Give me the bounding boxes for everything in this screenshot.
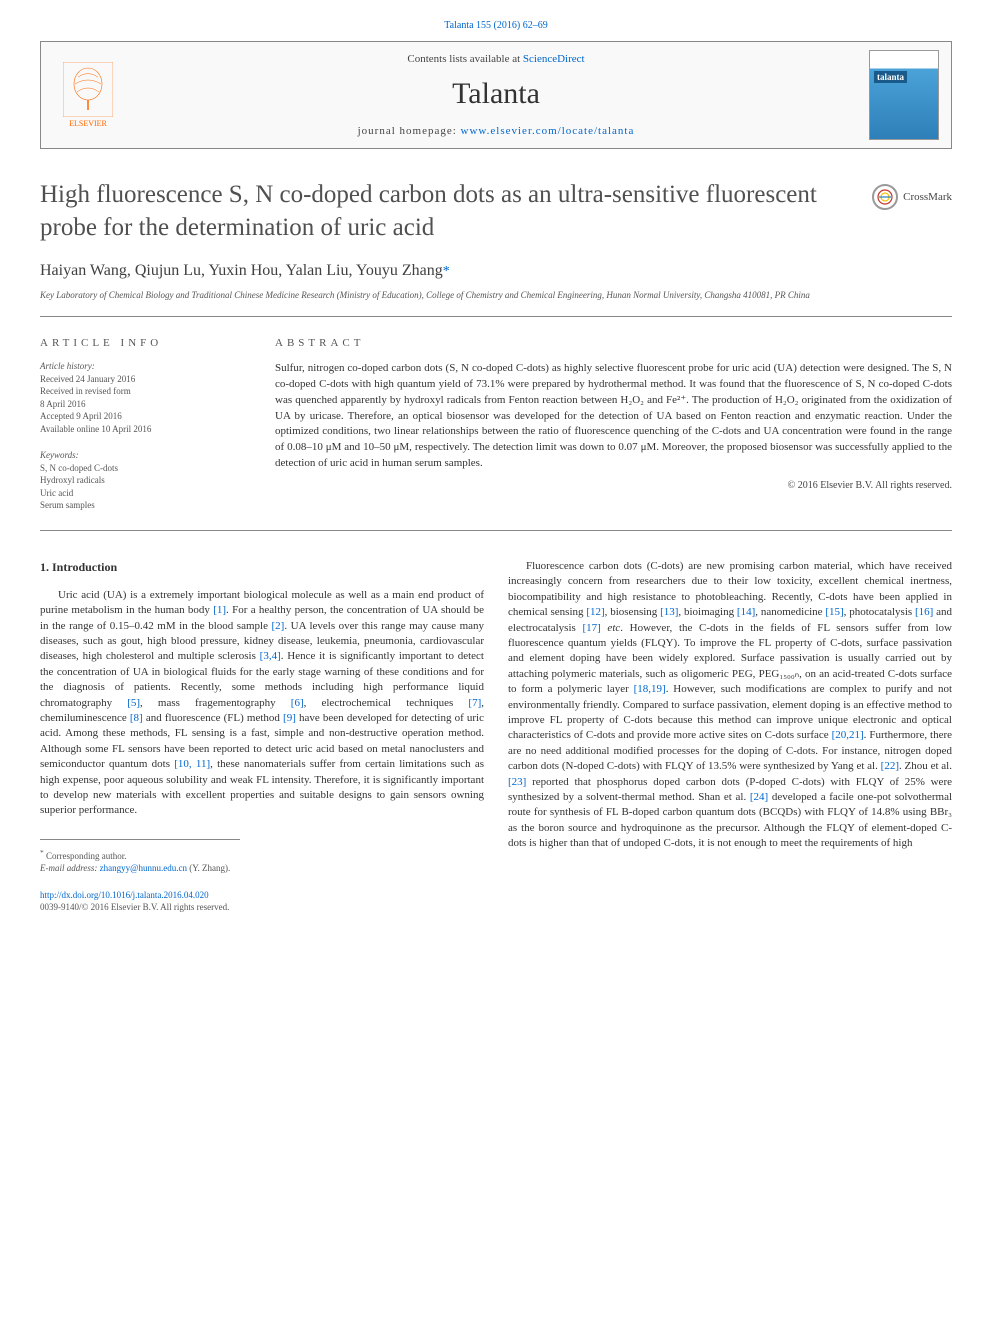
text-run: etc (601, 622, 620, 634)
reference-link[interactable]: [1] (213, 604, 226, 616)
elsevier-logo: ELSEVIER (53, 55, 123, 135)
doi-block: http://dx.doi.org/10.1016/j.talanta.2016… (40, 889, 484, 914)
elsevier-tree-icon (63, 62, 113, 117)
section-heading: 1. Introduction (40, 559, 484, 576)
left-column: 1. Introduction Uric acid (UA) is a extr… (40, 559, 484, 914)
reference-link[interactable]: [2] (272, 620, 285, 632)
doi-link[interactable]: http://dx.doi.org/10.1016/j.talanta.2016… (40, 890, 209, 900)
reference-link[interactable]: [18,19] (634, 683, 666, 695)
reference-link[interactable]: [15] (825, 606, 843, 618)
history-item: Received in revised form (40, 385, 245, 398)
reference-link[interactable]: [17] (582, 622, 600, 634)
email-suffix: (Y. Zhang). (187, 863, 230, 873)
cover-title: talanta (874, 71, 907, 83)
reference-link[interactable]: [22] (881, 760, 899, 772)
crossmark-icon (872, 184, 898, 210)
crossmark-badge[interactable]: CrossMark (872, 184, 952, 210)
email-label: E-mail address: (40, 863, 100, 873)
reference-link[interactable]: [9] (283, 712, 296, 724)
corr-author-note: * Corresponding author. (40, 848, 240, 863)
history-item: Accepted 9 April 2016 (40, 410, 245, 423)
corresponding-marker: * (443, 264, 450, 279)
article-info-block: ARTICLE INFO Article history: Received 2… (40, 337, 245, 512)
reference-link[interactable]: [13] (660, 606, 678, 618)
intro-paragraph-1: Uric acid (UA) is a extremely important … (40, 588, 484, 819)
journal-cover-thumbnail: talanta (869, 50, 939, 140)
sciencedirect-link[interactable]: ScienceDirect (523, 53, 585, 65)
contents-prefix: Contents lists available at (407, 53, 522, 65)
reference-link[interactable]: [24] (750, 791, 768, 803)
corr-label: Corresponding author. (46, 851, 127, 861)
corr-asterisk: * (40, 848, 44, 857)
keyword-item: Uric acid (40, 487, 245, 500)
homepage-prefix: journal homepage: (358, 125, 461, 137)
abstract-copyright: © 2016 Elsevier B.V. All rights reserved… (275, 480, 952, 491)
email-line: E-mail address: zhangyy@hunnu.edu.cn (Y.… (40, 862, 240, 875)
abstract-block: ABSTRACT Sulfur, nitrogen co-doped carbo… (275, 337, 952, 512)
keyword-item: Serum samples (40, 499, 245, 512)
affiliation: Key Laboratory of Chemical Biology and T… (40, 290, 952, 317)
section-title: Introduction (52, 560, 117, 574)
text-run: , electrochemical techniques (304, 697, 469, 709)
text-run: , bioimaging (678, 606, 737, 618)
text-run: , photocatalysis (844, 606, 915, 618)
homepage-link[interactable]: www.elsevier.com/locate/talanta (461, 125, 635, 137)
authors-line: Haiyan Wang, Qiujun Lu, Yuxin Hou, Yalan… (40, 262, 952, 280)
reference-link[interactable]: [23] (508, 776, 526, 788)
right-column: Fluorescence carbon dots (C-dots) are ne… (508, 559, 952, 914)
issn-copyright: 0039-9140/© 2016 Elsevier B.V. All right… (40, 901, 484, 914)
text-run: . Zhou et al. (899, 760, 952, 772)
article-info-heading: ARTICLE INFO (40, 337, 245, 349)
article-title: High fluorescence S, N co-doped carbon d… (40, 179, 952, 244)
abstract-heading: ABSTRACT (275, 337, 952, 349)
text-run: and fluorescence (FL) method (143, 712, 283, 724)
authors-text: Haiyan Wang, Qiujun Lu, Yuxin Hou, Yalan… (40, 262, 443, 279)
text-run: , nanomedicine (755, 606, 825, 618)
body-columns: 1. Introduction Uric acid (UA) is a extr… (40, 559, 952, 914)
history-label: Article history: (40, 361, 245, 371)
history-item: Available online 10 April 2016 (40, 423, 245, 436)
title-text: High fluorescence S, N co-doped carbon d… (40, 181, 817, 241)
text-run: , mass fragementography (140, 697, 291, 709)
intro-paragraph-2: Fluorescence carbon dots (C-dots) are ne… (508, 559, 952, 851)
top-citation: Talanta 155 (2016) 62–69 (40, 20, 952, 31)
text-run: , biosensing (605, 606, 660, 618)
keywords-section: Keywords: S, N co-doped C-dots Hydroxyl … (40, 450, 245, 512)
info-abstract-row: ARTICLE INFO Article history: Received 2… (40, 337, 952, 531)
header-center: Contents lists available at ScienceDirec… (123, 53, 869, 137)
journal-header: ELSEVIER Contents lists available at Sci… (40, 41, 952, 149)
keyword-item: Hydroxyl radicals (40, 474, 245, 487)
keywords-label: Keywords: (40, 450, 245, 460)
reference-link[interactable]: [20,21] (832, 729, 864, 741)
reference-link[interactable]: [16] (915, 606, 933, 618)
section-number: 1. (40, 560, 49, 574)
keyword-item: S, N co-doped C-dots (40, 462, 245, 475)
crossmark-label: CrossMark (903, 190, 952, 204)
reference-link[interactable]: [3,4] (260, 650, 281, 662)
elsevier-label: ELSEVIER (69, 119, 107, 128)
corr-email[interactable]: zhangyy@hunnu.edu.cn (100, 863, 187, 873)
reference-link[interactable]: [6] (291, 697, 304, 709)
reference-link[interactable]: [10, 11] (174, 758, 210, 770)
abstract-text: Sulfur, nitrogen co-doped carbon dots (S… (275, 361, 952, 473)
reference-link[interactable]: [8] (130, 712, 143, 724)
corresponding-footer: * Corresponding author. E-mail address: … (40, 839, 240, 875)
reference-link[interactable]: [12] (586, 606, 604, 618)
history-item: Received 24 January 2016 (40, 373, 245, 386)
journal-homepage-line: journal homepage: www.elsevier.com/locat… (123, 125, 869, 137)
journal-name: Talanta (123, 77, 869, 111)
reference-link[interactable]: [5] (127, 697, 140, 709)
contents-available-line: Contents lists available at ScienceDirec… (123, 53, 869, 65)
reference-link[interactable]: [14] (737, 606, 755, 618)
reference-link[interactable]: [7] (468, 697, 481, 709)
history-item: 8 April 2016 (40, 398, 245, 411)
